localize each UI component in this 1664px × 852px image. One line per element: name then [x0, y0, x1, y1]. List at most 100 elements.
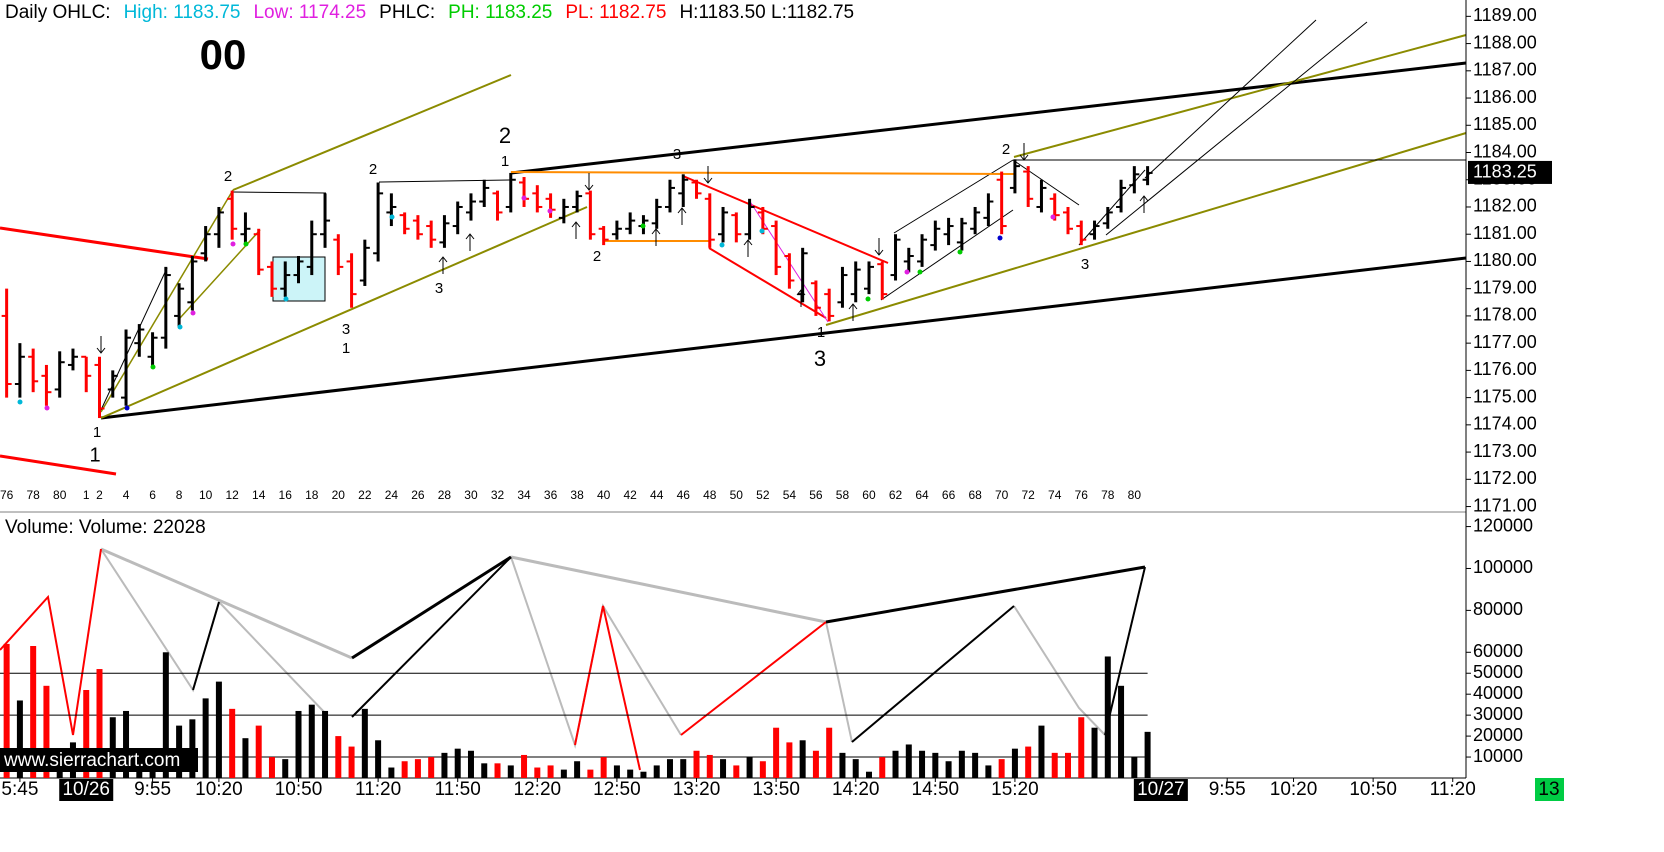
bar-number-label: 80	[1128, 488, 1142, 502]
corner-box	[1535, 778, 1564, 801]
bar-number-label: 50	[730, 488, 744, 502]
corner-label: 13	[1538, 779, 1559, 800]
volume-bar	[720, 759, 727, 778]
volume-bar	[1118, 685, 1125, 778]
volume-zigzags	[0, 547, 1146, 771]
marker-dot	[521, 195, 527, 201]
bar-number-label: 24	[385, 488, 399, 502]
marker-dot	[124, 405, 130, 411]
volume-bar	[706, 754, 713, 778]
zigzag	[192, 601, 220, 691]
trend-line	[510, 61, 1467, 175]
y-tick-label: 1172.00	[1473, 468, 1537, 488]
trend-line	[510, 171, 1015, 175]
x-tick-label: 13:50	[752, 779, 800, 800]
arrow-up	[438, 256, 448, 274]
volume-bar	[83, 690, 90, 778]
volume-bar	[428, 757, 435, 778]
trend-line	[232, 74, 512, 191]
y-tick-label: 1174.00	[1473, 414, 1537, 434]
marker-dot	[759, 228, 765, 234]
bar-number-label: 68	[968, 488, 982, 502]
marker-dot	[17, 399, 23, 405]
arrow-up	[651, 228, 661, 246]
volume-bar	[1144, 731, 1151, 778]
volume-bar	[401, 761, 408, 778]
bar-number-label: 42	[624, 488, 638, 502]
marker-dot	[44, 405, 50, 411]
volume-bar	[985, 765, 992, 778]
y-tick-label: 80000	[1473, 599, 1523, 619]
y-tick-label: 20000	[1473, 725, 1523, 745]
title-item: H:1183.50 L:1182.75	[679, 2, 854, 23]
volume-bar	[322, 710, 329, 778]
title-item: PL: 1182.75	[565, 2, 666, 23]
marker-dot	[640, 223, 646, 229]
volume-bar	[308, 704, 315, 778]
marker-dot	[150, 364, 156, 370]
volume-bar	[812, 750, 819, 778]
volume-bar	[773, 727, 780, 778]
volume-bar	[746, 757, 753, 778]
y-tick-label: 1177.00	[1473, 332, 1537, 352]
volume-bar	[534, 767, 541, 778]
volume-bar	[494, 763, 501, 778]
bar-number-label: 70	[995, 488, 1009, 502]
x-tick-label: 11:20	[1430, 779, 1476, 800]
wave-label: 2	[1002, 141, 1010, 158]
bar-number-label: 16	[279, 488, 293, 502]
y-tick-label: 1180.00	[1473, 250, 1537, 270]
volume-bar	[560, 769, 567, 778]
wave-label: 2	[369, 161, 377, 178]
volume-bar	[1051, 752, 1058, 778]
arrow-up	[571, 221, 581, 239]
y-tick-label: 1175.00	[1473, 386, 1537, 406]
marker-dot	[865, 296, 871, 302]
bar-number-label: 10	[199, 488, 213, 502]
arrow-down	[584, 173, 594, 191]
x-tick-label: 10:20	[195, 779, 243, 800]
trend-line	[825, 132, 1467, 326]
marker-dot	[547, 208, 553, 214]
bar-number-label: 30	[464, 488, 478, 502]
title-item: PH: 1183.25	[448, 2, 552, 23]
arrow-down	[703, 166, 713, 184]
zigzag	[1104, 566, 1146, 736]
wave-label: 1	[817, 324, 825, 341]
x-tick-label: 5:45	[1, 779, 38, 800]
volume-bar	[1011, 748, 1018, 778]
y-tick-label: 40000	[1473, 683, 1523, 703]
volume-bar	[587, 769, 594, 778]
bar-number-label: 4	[123, 488, 130, 502]
volume-bar	[1064, 752, 1071, 778]
y-tick-label: 1171.00	[1473, 495, 1537, 515]
date-label: 10/26	[62, 779, 110, 800]
arrow-up	[465, 233, 475, 251]
wave-label: 2	[224, 168, 232, 185]
wave-label: 1	[501, 153, 509, 170]
trend-line	[708, 247, 827, 319]
volume-bar	[613, 765, 620, 778]
volume-bar	[600, 757, 607, 778]
volume-bar	[229, 708, 236, 778]
marker-dot	[190, 310, 196, 316]
marker-dot	[997, 235, 1003, 241]
volume-bar	[1091, 727, 1098, 778]
y-tick-label: 100000	[1473, 557, 1533, 577]
bar-number-label: 56	[809, 488, 823, 502]
y-tick-label: 1178.00	[1473, 305, 1537, 325]
trend-line	[0, 454, 117, 476]
wave-label: 3	[814, 346, 826, 371]
last-price-label: 1183.25	[1473, 162, 1537, 182]
volume-bar	[852, 759, 859, 778]
wave-label: 3	[1081, 256, 1089, 273]
y-tick-label: 1189.00	[1473, 5, 1537, 25]
trend-line	[232, 191, 327, 194]
bar-number-label: 48	[703, 488, 717, 502]
volume-bar	[202, 698, 209, 778]
volume-bar	[441, 752, 448, 778]
x-tick-label: 9:55	[134, 779, 171, 800]
